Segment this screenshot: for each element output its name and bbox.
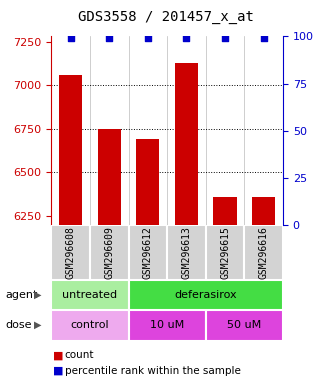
Text: dose: dose (5, 320, 31, 330)
Bar (51, 225, 90, 280)
Text: agent: agent (5, 290, 37, 300)
Text: GSM296613: GSM296613 (181, 226, 191, 278)
Text: deferasirox: deferasirox (174, 290, 237, 300)
Bar (167, 225, 206, 280)
Text: ▶: ▶ (34, 320, 42, 330)
Bar (51, 310, 128, 341)
Bar (244, 225, 283, 280)
Text: GSM296615: GSM296615 (220, 226, 230, 278)
Text: untreated: untreated (62, 290, 118, 300)
Text: GSM296616: GSM296616 (259, 226, 269, 278)
Bar (90, 225, 128, 280)
Bar (213, 197, 237, 225)
Point (107, 35, 112, 41)
Text: GSM296609: GSM296609 (104, 226, 114, 278)
Point (222, 35, 228, 41)
Bar (206, 225, 244, 280)
Text: control: control (71, 320, 109, 330)
Text: GDS3558 / 201457_x_at: GDS3558 / 201457_x_at (77, 10, 254, 24)
Point (184, 35, 189, 41)
Point (145, 35, 151, 41)
Bar (51, 280, 128, 310)
Text: ■: ■ (53, 350, 64, 360)
Bar (128, 225, 167, 280)
Bar (128, 280, 283, 310)
Text: ▶: ▶ (34, 290, 42, 300)
Point (261, 35, 266, 41)
Text: count: count (65, 350, 94, 360)
Point (68, 35, 73, 41)
Text: GSM296612: GSM296612 (143, 226, 153, 278)
Text: ■: ■ (53, 366, 64, 376)
Bar (136, 139, 160, 225)
Bar (175, 63, 198, 225)
Bar (252, 197, 275, 225)
Text: GSM296608: GSM296608 (66, 226, 75, 278)
Bar (206, 310, 283, 341)
Text: 50 uM: 50 uM (227, 320, 261, 330)
Text: 10 uM: 10 uM (150, 320, 184, 330)
Text: percentile rank within the sample: percentile rank within the sample (65, 366, 240, 376)
Bar (59, 75, 82, 225)
Bar (128, 310, 206, 341)
Bar (98, 129, 121, 225)
